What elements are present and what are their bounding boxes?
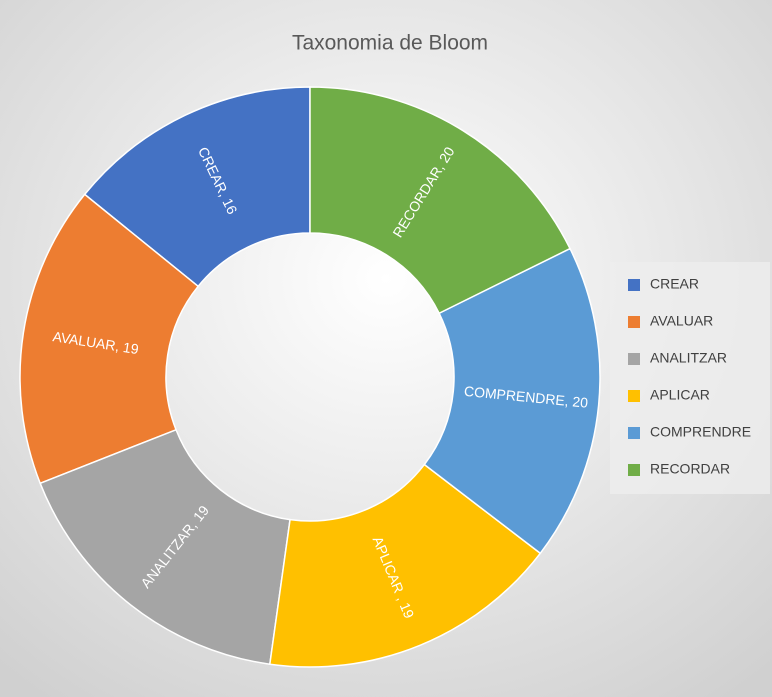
donut-slice	[309, 86, 572, 315]
legend-label: AVALUAR	[650, 313, 713, 329]
chart-title: Taxonomia de Bloom	[292, 32, 488, 55]
legend-label: RECORDAR	[650, 461, 730, 477]
legend-box	[610, 262, 770, 494]
donut-slice	[423, 247, 601, 555]
donut-slice	[268, 463, 542, 668]
legend-swatch	[628, 279, 640, 291]
donut-slice	[83, 86, 311, 288]
donut-slice	[19, 193, 200, 485]
legend-swatch	[628, 464, 640, 476]
legend-swatch	[628, 353, 640, 365]
legend-label: COMPRENDRE	[650, 424, 751, 440]
legend-swatch	[628, 390, 640, 402]
legend-label: ANALITZAR	[650, 350, 727, 366]
legend-label: APLICAR	[650, 387, 710, 403]
donut-slice	[39, 428, 291, 666]
legend-label: CREAR	[650, 276, 699, 292]
legend-swatch	[628, 316, 640, 328]
legend-swatch	[628, 427, 640, 439]
